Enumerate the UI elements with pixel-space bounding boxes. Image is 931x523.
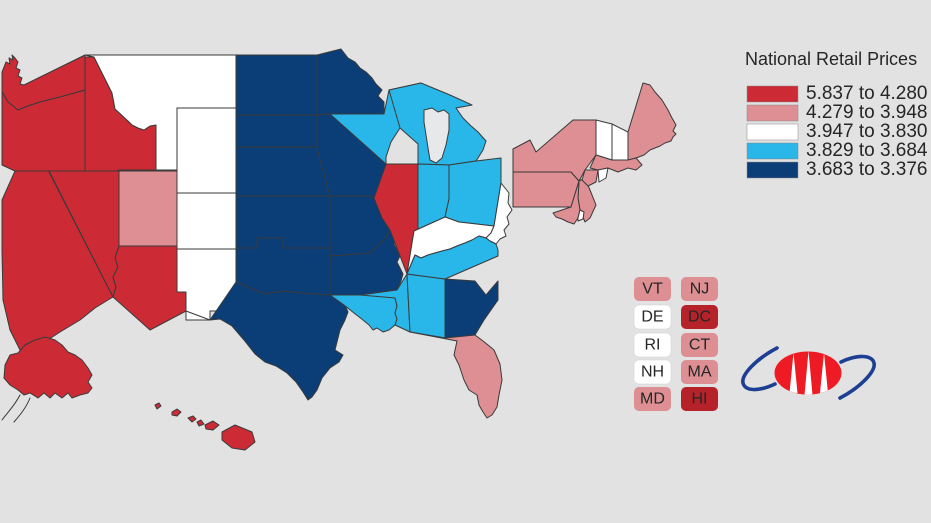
svg-text:DE: DE xyxy=(641,309,663,326)
svg-text:3.947 to 3.830: 3.947 to 3.830 xyxy=(806,121,928,142)
svg-text:VT: VT xyxy=(642,281,663,298)
svg-text:3.683 to 3.376: 3.683 to 3.376 xyxy=(806,159,928,180)
svg-text:4.279 to 3.948: 4.279 to 3.948 xyxy=(806,102,928,123)
svg-text:DC: DC xyxy=(688,309,711,326)
svg-text:3.829 to 3.684: 3.829 to 3.684 xyxy=(806,140,928,161)
svg-text:MD: MD xyxy=(640,391,665,408)
svg-text:MA: MA xyxy=(688,364,712,381)
svg-text:HI: HI xyxy=(692,391,708,408)
svg-text:RI: RI xyxy=(645,337,661,354)
svg-text:5.837 to 4.280: 5.837 to 4.280 xyxy=(806,83,928,104)
svg-text:NH: NH xyxy=(641,364,664,381)
svg-text:CT: CT xyxy=(689,337,711,354)
svg-text:National Retail Prices: National Retail Prices xyxy=(745,49,917,69)
svg-text:NJ: NJ xyxy=(690,281,710,298)
